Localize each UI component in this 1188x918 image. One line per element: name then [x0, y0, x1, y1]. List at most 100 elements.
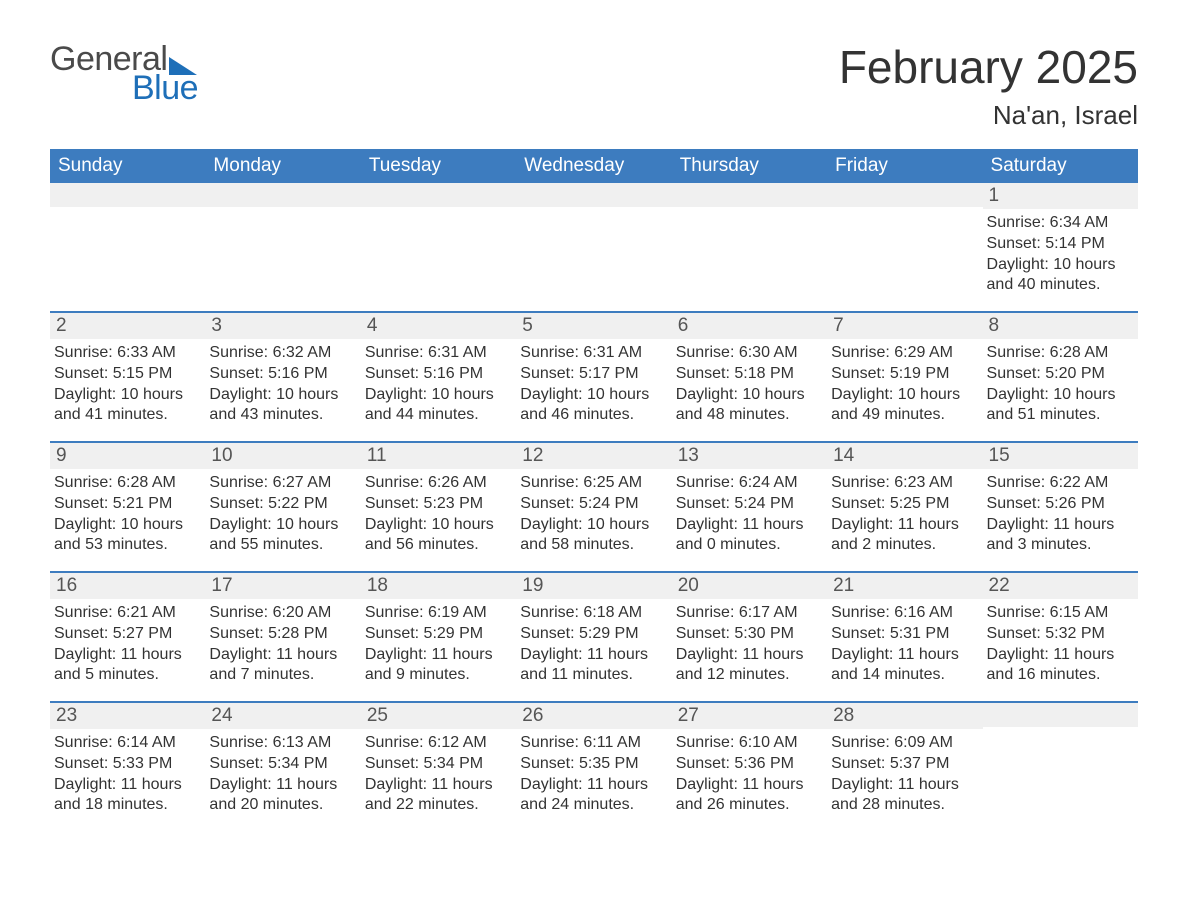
daylight-line: Daylight: 10 hours and 55 minutes.	[209, 515, 354, 557]
sunrise-line: Sunrise: 6:17 AM	[676, 603, 821, 624]
day-info: Sunrise: 6:16 AMSunset: 5:31 PMDaylight:…	[827, 599, 982, 686]
day-cell: 26Sunrise: 6:11 AMSunset: 5:35 PMDayligh…	[516, 703, 671, 831]
sunrise-line: Sunrise: 6:31 AM	[365, 343, 510, 364]
weekday-header: Sunday	[50, 149, 205, 183]
daylight-line: Daylight: 11 hours and 20 minutes.	[209, 775, 354, 817]
weekday-header: Saturday	[983, 149, 1138, 183]
sunset-line: Sunset: 5:36 PM	[676, 754, 821, 775]
day-number: 19	[516, 573, 671, 599]
day-info: Sunrise: 6:11 AMSunset: 5:35 PMDaylight:…	[516, 729, 671, 816]
day-cell: 20Sunrise: 6:17 AMSunset: 5:30 PMDayligh…	[672, 573, 827, 701]
day-number: 8	[983, 313, 1138, 339]
day-info: Sunrise: 6:18 AMSunset: 5:29 PMDaylight:…	[516, 599, 671, 686]
day-info: Sunrise: 6:32 AMSunset: 5:16 PMDaylight:…	[205, 339, 360, 426]
day-number	[827, 183, 982, 207]
day-number	[205, 183, 360, 207]
day-info: Sunrise: 6:34 AMSunset: 5:14 PMDaylight:…	[983, 209, 1138, 296]
day-cell: 2Sunrise: 6:33 AMSunset: 5:15 PMDaylight…	[50, 313, 205, 441]
day-number	[50, 183, 205, 207]
sunset-line: Sunset: 5:27 PM	[54, 624, 199, 645]
daylight-line: Daylight: 10 hours and 51 minutes.	[987, 385, 1132, 427]
sunset-line: Sunset: 5:35 PM	[520, 754, 665, 775]
daylight-line: Daylight: 11 hours and 11 minutes.	[520, 645, 665, 687]
daylight-line: Daylight: 11 hours and 12 minutes.	[676, 645, 821, 687]
day-cell	[983, 703, 1138, 831]
day-number: 22	[983, 573, 1138, 599]
daylight-line: Daylight: 11 hours and 7 minutes.	[209, 645, 354, 687]
sunrise-line: Sunrise: 6:18 AM	[520, 603, 665, 624]
daylight-line: Daylight: 11 hours and 0 minutes.	[676, 515, 821, 557]
day-number: 18	[361, 573, 516, 599]
day-number: 27	[672, 703, 827, 729]
daylight-line: Daylight: 10 hours and 46 minutes.	[520, 385, 665, 427]
daylight-line: Daylight: 11 hours and 14 minutes.	[831, 645, 976, 687]
day-number: 2	[50, 313, 205, 339]
sunrise-line: Sunrise: 6:16 AM	[831, 603, 976, 624]
day-cell: 28Sunrise: 6:09 AMSunset: 5:37 PMDayligh…	[827, 703, 982, 831]
day-number: 1	[983, 183, 1138, 209]
calendar: SundayMondayTuesdayWednesdayThursdayFrid…	[50, 149, 1138, 831]
daylight-line: Daylight: 10 hours and 43 minutes.	[209, 385, 354, 427]
day-info: Sunrise: 6:19 AMSunset: 5:29 PMDaylight:…	[361, 599, 516, 686]
day-cell: 19Sunrise: 6:18 AMSunset: 5:29 PMDayligh…	[516, 573, 671, 701]
sunset-line: Sunset: 5:30 PM	[676, 624, 821, 645]
day-cell: 3Sunrise: 6:32 AMSunset: 5:16 PMDaylight…	[205, 313, 360, 441]
sunrise-line: Sunrise: 6:21 AM	[54, 603, 199, 624]
day-cell	[50, 183, 205, 311]
day-number	[361, 183, 516, 207]
day-cell: 17Sunrise: 6:20 AMSunset: 5:28 PMDayligh…	[205, 573, 360, 701]
sunrise-line: Sunrise: 6:15 AM	[987, 603, 1132, 624]
day-number: 5	[516, 313, 671, 339]
day-number: 25	[361, 703, 516, 729]
sunrise-line: Sunrise: 6:34 AM	[987, 213, 1132, 234]
day-number: 16	[50, 573, 205, 599]
weekday-header: Thursday	[672, 149, 827, 183]
sunset-line: Sunset: 5:16 PM	[209, 364, 354, 385]
daylight-line: Daylight: 10 hours and 56 minutes.	[365, 515, 510, 557]
day-info: Sunrise: 6:30 AMSunset: 5:18 PMDaylight:…	[672, 339, 827, 426]
daylight-line: Daylight: 11 hours and 2 minutes.	[831, 515, 976, 557]
daylight-line: Daylight: 10 hours and 53 minutes.	[54, 515, 199, 557]
sunset-line: Sunset: 5:24 PM	[520, 494, 665, 515]
sunset-line: Sunset: 5:23 PM	[365, 494, 510, 515]
day-cell: 15Sunrise: 6:22 AMSunset: 5:26 PMDayligh…	[983, 443, 1138, 571]
sunset-line: Sunset: 5:22 PM	[209, 494, 354, 515]
logo-word-blue: Blue	[132, 69, 198, 108]
day-cell: 7Sunrise: 6:29 AMSunset: 5:19 PMDaylight…	[827, 313, 982, 441]
day-cell: 25Sunrise: 6:12 AMSunset: 5:34 PMDayligh…	[361, 703, 516, 831]
week-row: 9Sunrise: 6:28 AMSunset: 5:21 PMDaylight…	[50, 441, 1138, 571]
day-number: 12	[516, 443, 671, 469]
title-block: February 2025 Na'an, Israel	[839, 40, 1138, 131]
sunrise-line: Sunrise: 6:09 AM	[831, 733, 976, 754]
weekday-header: Tuesday	[361, 149, 516, 183]
day-number: 26	[516, 703, 671, 729]
day-info: Sunrise: 6:24 AMSunset: 5:24 PMDaylight:…	[672, 469, 827, 556]
day-info: Sunrise: 6:20 AMSunset: 5:28 PMDaylight:…	[205, 599, 360, 686]
day-cell: 27Sunrise: 6:10 AMSunset: 5:36 PMDayligh…	[672, 703, 827, 831]
weekday-header: Friday	[827, 149, 982, 183]
day-number	[983, 703, 1138, 727]
day-number: 9	[50, 443, 205, 469]
sunrise-line: Sunrise: 6:23 AM	[831, 473, 976, 494]
sunset-line: Sunset: 5:25 PM	[831, 494, 976, 515]
day-info: Sunrise: 6:22 AMSunset: 5:26 PMDaylight:…	[983, 469, 1138, 556]
day-info: Sunrise: 6:21 AMSunset: 5:27 PMDaylight:…	[50, 599, 205, 686]
day-info: Sunrise: 6:33 AMSunset: 5:15 PMDaylight:…	[50, 339, 205, 426]
week-row: 16Sunrise: 6:21 AMSunset: 5:27 PMDayligh…	[50, 571, 1138, 701]
sunset-line: Sunset: 5:26 PM	[987, 494, 1132, 515]
sunset-line: Sunset: 5:31 PM	[831, 624, 976, 645]
sunrise-line: Sunrise: 6:28 AM	[54, 473, 199, 494]
sunset-line: Sunset: 5:33 PM	[54, 754, 199, 775]
day-number: 6	[672, 313, 827, 339]
day-info: Sunrise: 6:27 AMSunset: 5:22 PMDaylight:…	[205, 469, 360, 556]
month-title: February 2025	[839, 40, 1138, 94]
day-info: Sunrise: 6:28 AMSunset: 5:21 PMDaylight:…	[50, 469, 205, 556]
day-info: Sunrise: 6:29 AMSunset: 5:19 PMDaylight:…	[827, 339, 982, 426]
day-cell: 8Sunrise: 6:28 AMSunset: 5:20 PMDaylight…	[983, 313, 1138, 441]
sunset-line: Sunset: 5:18 PM	[676, 364, 821, 385]
day-info: Sunrise: 6:10 AMSunset: 5:36 PMDaylight:…	[672, 729, 827, 816]
sunrise-line: Sunrise: 6:31 AM	[520, 343, 665, 364]
day-cell	[361, 183, 516, 311]
sunrise-line: Sunrise: 6:20 AM	[209, 603, 354, 624]
sunset-line: Sunset: 5:29 PM	[365, 624, 510, 645]
